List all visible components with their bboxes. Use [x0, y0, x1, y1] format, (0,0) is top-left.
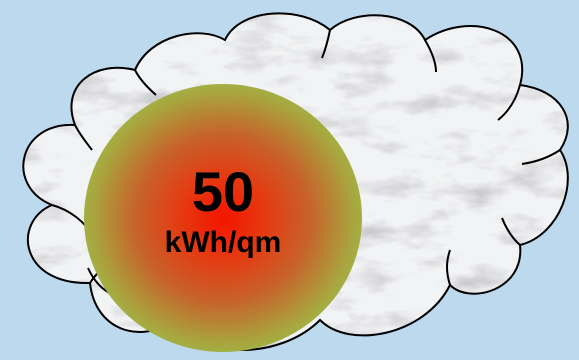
badge-value: 50	[191, 160, 255, 223]
badge-unit: kWh/qm	[164, 226, 282, 259]
energy-rating-badge: 50 kWh/qm	[84, 84, 362, 352]
